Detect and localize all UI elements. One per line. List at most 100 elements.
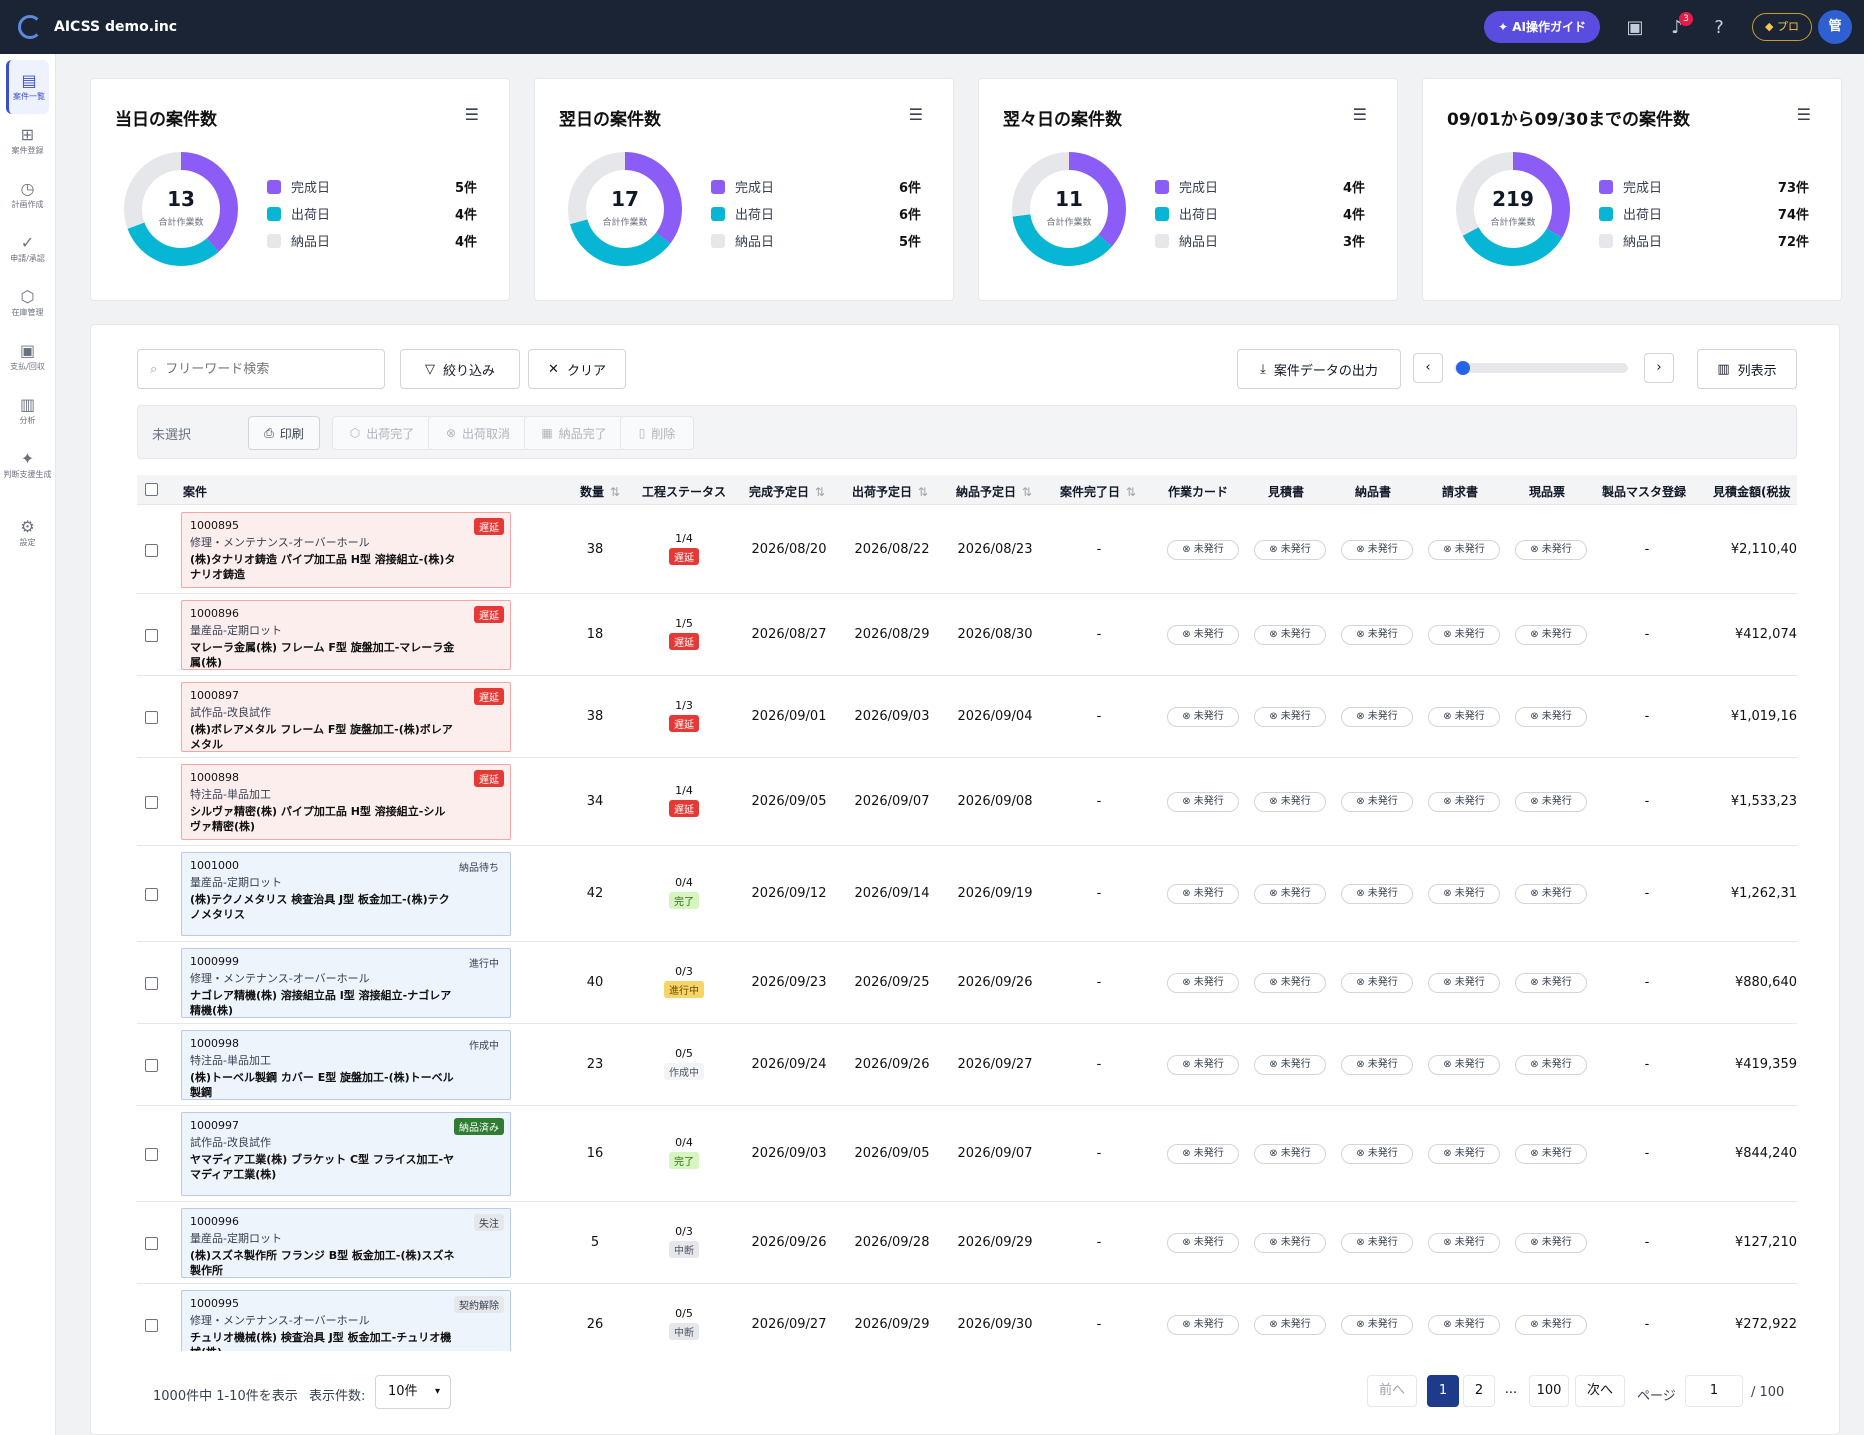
next-page-button[interactable]: 次へ — [1575, 1375, 1625, 1407]
row-checkbox[interactable] — [145, 796, 158, 809]
scroll-right-button[interactable]: › — [1644, 353, 1674, 383]
header-deliver-date[interactable]: 納品予定日 ⇅ — [956, 485, 1032, 499]
sidebar-item-8[interactable]: ⚙ 設定 — [0, 506, 55, 560]
doc-status-pill[interactable]: ⊗ 未発行 — [1341, 973, 1413, 993]
doc-status-pill[interactable]: ⊗ 未発行 — [1428, 1233, 1500, 1253]
doc-status-pill[interactable]: ⊗ 未発行 — [1167, 884, 1239, 904]
print-button[interactable]: ⎙ 印刷 — [248, 416, 320, 450]
table-row[interactable]: 1000898 特注品-単品加工 シルヴァ精密(株) パイプ加工品 H型 溶接組… — [137, 758, 1797, 846]
row-checkbox[interactable] — [145, 544, 158, 557]
doc-status-pill[interactable]: ⊗ 未発行 — [1515, 884, 1587, 904]
case-card[interactable]: 1000996 量産品-定期ロット (株)スズネ製作所 フランジ B型 板金加工… — [181, 1208, 511, 1278]
table-row[interactable]: 1000997 試作品-改良試作 ヤマディア工業(株) ブラケット C型 フライ… — [137, 1106, 1797, 1202]
doc-status-pill[interactable]: ⊗ 未発行 — [1428, 884, 1500, 904]
doc-status-pill[interactable]: ⊗ 未発行 — [1167, 625, 1239, 645]
clipboard-check-icon[interactable]: ▣ — [1626, 16, 1644, 38]
header-status[interactable]: 工程ステータス — [642, 485, 727, 499]
doc-status-pill[interactable]: ⊗ 未発行 — [1341, 1055, 1413, 1075]
table-row[interactable]: 1000998 特注品-単品加工 (株)トーベル製鋼 カバー E型 旋盤加工-(… — [137, 1024, 1797, 1106]
doc-status-pill[interactable]: ⊗ 未発行 — [1341, 884, 1413, 904]
settings-sliders-icon[interactable]: ☰ — [464, 105, 479, 124]
header-tag[interactable]: 現品票 — [1529, 485, 1566, 499]
row-checkbox[interactable] — [145, 1237, 158, 1250]
search-box[interactable]: ⌕ — [137, 349, 385, 389]
doc-status-pill[interactable]: ⊗ 未発行 — [1167, 707, 1239, 727]
delete-button[interactable]: ▯ 削除 — [620, 416, 694, 450]
header-work-card[interactable]: 作業カード — [1168, 485, 1229, 499]
doc-status-pill[interactable]: ⊗ 未発行 — [1167, 1144, 1239, 1164]
doc-status-pill[interactable]: ⊗ 未発行 — [1167, 1233, 1239, 1253]
doc-status-pill[interactable]: ⊗ 未発行 — [1515, 792, 1587, 812]
plan-badge[interactable]: ◆ プロ — [1752, 13, 1812, 41]
doc-status-pill[interactable]: ⊗ 未発行 — [1515, 707, 1587, 727]
sidebar-item-3[interactable]: ✓ 申請/承認 — [0, 222, 55, 276]
sidebar-item-1[interactable]: ⊞ 案件登録 — [0, 114, 55, 168]
case-card[interactable]: 1000999 修理・メンテナンス-オーバーホール ナゴレア精機(株) 溶接組立… — [181, 948, 511, 1018]
header-delivery-note[interactable]: 納品書 — [1355, 485, 1392, 499]
doc-status-pill[interactable]: ⊗ 未発行 — [1428, 1055, 1500, 1075]
doc-status-pill[interactable]: ⊗ 未発行 — [1428, 540, 1500, 560]
scroll-left-button[interactable]: ‹ — [1413, 353, 1443, 383]
help-icon[interactable]: ? — [1714, 16, 1724, 38]
table-row[interactable]: 1000995 修理・メンテナンス-オーバーホール チュリオ機械(株) 検査治具… — [137, 1284, 1797, 1351]
header-master[interactable]: 製品マスタ登録 — [1602, 485, 1687, 499]
per-page-select[interactable]: 10件 ▾ — [375, 1375, 451, 1409]
doc-status-pill[interactable]: ⊗ 未発行 — [1515, 1055, 1587, 1075]
case-card[interactable]: 1000897 試作品-改良試作 (株)ボレアメタル フレーム F型 旋盤加工-… — [181, 682, 511, 752]
search-input[interactable] — [165, 361, 366, 377]
table-row[interactable]: 1000895 修理・メンテナンス-オーバーホール (株)タナリオ鋳造 パイプ加… — [137, 506, 1797, 594]
doc-status-pill[interactable]: ⊗ 未発行 — [1341, 707, 1413, 727]
deliver-done-button[interactable]: ▦ 納品完了 — [524, 416, 624, 450]
avatar[interactable]: 管 — [1818, 10, 1852, 44]
filter-button[interactable]: ▽ 絞り込み — [400, 349, 520, 389]
row-checkbox[interactable] — [145, 1319, 158, 1332]
ship-done-button[interactable]: ⬡ 出荷完了 — [332, 416, 432, 450]
table-row[interactable]: 1000999 修理・メンテナンス-オーバーホール ナゴレア精機(株) 溶接組立… — [137, 942, 1797, 1024]
header-amount[interactable]: 見積金額(税抜 — [1713, 485, 1791, 499]
doc-status-pill[interactable]: ⊗ 未発行 — [1254, 884, 1326, 904]
header-complete-date[interactable]: 完成予定日 ⇅ — [749, 485, 825, 499]
doc-status-pill[interactable]: ⊗ 未発行 — [1167, 540, 1239, 560]
bell-icon[interactable]: ♪ 3 — [1662, 11, 1694, 38]
page-100-button[interactable]: 100 — [1529, 1375, 1569, 1407]
doc-status-pill[interactable]: ⊗ 未発行 — [1428, 973, 1500, 993]
sidebar-item-0[interactable]: ▤ 案件一覧 — [6, 60, 49, 114]
header-qty[interactable]: 数量 ⇅ — [580, 485, 620, 499]
header-done-date[interactable]: 案件完了日 ⇅ — [1060, 485, 1136, 499]
doc-status-pill[interactable]: ⊗ 未発行 — [1167, 792, 1239, 812]
page-1-button[interactable]: 1 — [1427, 1375, 1459, 1407]
prev-page-button[interactable]: 前へ — [1367, 1375, 1417, 1407]
case-card[interactable]: 1000997 試作品-改良試作 ヤマディア工業(株) ブラケット C型 フライ… — [181, 1112, 511, 1196]
doc-status-pill[interactable]: ⊗ 未発行 — [1428, 625, 1500, 645]
case-card[interactable]: 1000895 修理・メンテナンス-オーバーホール (株)タナリオ鋳造 パイプ加… — [181, 512, 511, 588]
doc-status-pill[interactable]: ⊗ 未発行 — [1254, 1315, 1326, 1335]
doc-status-pill[interactable]: ⊗ 未発行 — [1254, 707, 1326, 727]
doc-status-pill[interactable]: ⊗ 未発行 — [1341, 1233, 1413, 1253]
doc-status-pill[interactable]: ⊗ 未発行 — [1515, 973, 1587, 993]
case-card[interactable]: 1000995 修理・メンテナンス-オーバーホール チュリオ機械(株) 検査治具… — [181, 1290, 511, 1351]
doc-status-pill[interactable]: ⊗ 未発行 — [1341, 792, 1413, 812]
doc-status-pill[interactable]: ⊗ 未発行 — [1167, 973, 1239, 993]
page-number-input[interactable]: 1 — [1685, 1375, 1743, 1407]
settings-sliders-icon[interactable]: ☰ — [1796, 105, 1811, 124]
settings-sliders-icon[interactable]: ☰ — [908, 105, 923, 124]
doc-status-pill[interactable]: ⊗ 未発行 — [1428, 707, 1500, 727]
doc-status-pill[interactable]: ⊗ 未発行 — [1254, 1233, 1326, 1253]
doc-status-pill[interactable]: ⊗ 未発行 — [1341, 540, 1413, 560]
table-row[interactable]: 1000996 量産品-定期ロット (株)スズネ製作所 フランジ B型 板金加工… — [137, 1202, 1797, 1284]
doc-status-pill[interactable]: ⊗ 未発行 — [1167, 1315, 1239, 1335]
table-row[interactable]: 1000896 量産品-定期ロット マレーラ金属(株) フレーム F型 旋盤加工… — [137, 594, 1797, 676]
doc-status-pill[interactable]: ⊗ 未発行 — [1254, 1055, 1326, 1075]
doc-status-pill[interactable]: ⊗ 未発行 — [1515, 1315, 1587, 1335]
row-checkbox[interactable] — [145, 629, 158, 642]
horizontal-scroll-slider[interactable] — [1454, 361, 1628, 375]
header-case[interactable]: 案件 — [183, 485, 208, 499]
doc-status-pill[interactable]: ⊗ 未発行 — [1254, 792, 1326, 812]
doc-status-pill[interactable]: ⊗ 未発行 — [1515, 625, 1587, 645]
sidebar-item-2[interactable]: ◷ 計画作成 — [0, 168, 55, 222]
row-checkbox[interactable] — [145, 1059, 158, 1072]
doc-status-pill[interactable]: ⊗ 未発行 — [1167, 1055, 1239, 1075]
row-checkbox[interactable] — [145, 977, 158, 990]
case-card[interactable]: 1000898 特注品-単品加工 シルヴァ精密(株) パイプ加工品 H型 溶接組… — [181, 764, 511, 840]
doc-status-pill[interactable]: ⊗ 未発行 — [1341, 1315, 1413, 1335]
